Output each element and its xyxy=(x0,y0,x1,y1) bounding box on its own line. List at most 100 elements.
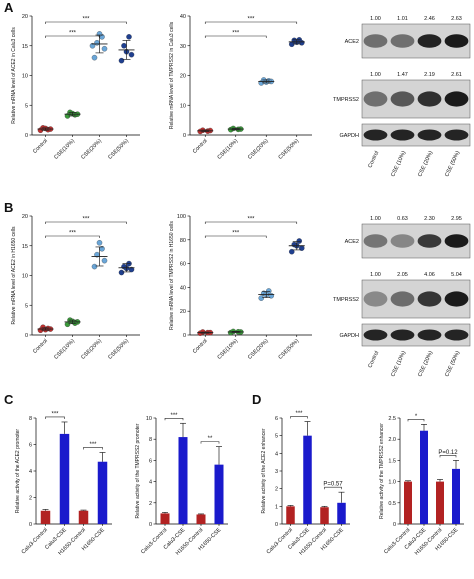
band xyxy=(363,34,388,48)
y-tick-label: 15 xyxy=(22,44,28,50)
panel-label: D xyxy=(252,392,261,407)
data-point xyxy=(121,43,127,49)
densitometry-value: 2.63 xyxy=(451,16,462,22)
bracket xyxy=(439,455,457,458)
y-tick-label: 80 xyxy=(180,238,186,244)
panel-label: A xyxy=(4,0,14,15)
band xyxy=(390,34,415,48)
bar xyxy=(40,510,51,524)
bar xyxy=(160,513,170,524)
y-tick-label: 2 xyxy=(29,496,32,502)
blot-background xyxy=(361,123,471,147)
y-axis-label: Relative mRNA level of TMPRSS2 in Calu3 … xyxy=(169,21,175,129)
bracket xyxy=(164,418,184,421)
band xyxy=(417,34,442,48)
significance: *** xyxy=(295,411,303,417)
band xyxy=(363,129,388,141)
y-axis-label: Relative mRNA level of TMPRSS2 in H1650 … xyxy=(169,221,175,330)
y-tick-label: 30 xyxy=(180,44,186,50)
band xyxy=(390,291,415,307)
densitometry-value: 2.61 xyxy=(451,72,462,78)
data-point xyxy=(296,238,302,244)
bar xyxy=(420,430,428,524)
y-tick-label: 0 xyxy=(149,522,152,528)
y-tick-label: 10 xyxy=(22,74,28,80)
x-tick-label: CSE(10%) xyxy=(53,138,76,161)
y-tick-label: 2.0 xyxy=(388,437,396,443)
bracket xyxy=(204,21,298,24)
data-point xyxy=(128,51,135,58)
x-tick-label: Calu3-Control xyxy=(266,527,294,555)
band xyxy=(390,329,415,341)
y-tick-label: 10 xyxy=(146,416,152,422)
lane-label: CSE (50%) xyxy=(444,350,461,378)
bracket xyxy=(204,221,298,224)
x-tick-label: Calu3-Control xyxy=(140,527,168,555)
data-point xyxy=(258,295,264,301)
bracket xyxy=(45,416,65,419)
y-tick-label: 0.5 xyxy=(388,501,396,507)
protein-label: GAPDH xyxy=(339,133,359,139)
band xyxy=(417,129,442,141)
densitometry-value: 2.46 xyxy=(424,16,435,22)
y-tick-label: 2 xyxy=(149,501,152,507)
significance: *** xyxy=(232,231,240,237)
significance: ** xyxy=(208,436,213,442)
y-tick-label: 0 xyxy=(275,522,278,528)
y-axis-label: Relative activity of the TMPRSS2 promote… xyxy=(135,423,141,518)
y-tick-label: 0 xyxy=(25,133,28,139)
bracket xyxy=(45,21,127,24)
y-tick-label: 8 xyxy=(149,437,152,443)
y-tick-label: 20 xyxy=(180,74,186,80)
y-tick-label: 2.5 xyxy=(388,416,396,422)
significance: *** xyxy=(82,17,90,23)
bar xyxy=(320,507,329,524)
x-tick-label: CSE(20%) xyxy=(247,138,270,161)
densitometry-value: 2.05 xyxy=(397,272,408,278)
data-point xyxy=(126,34,132,40)
x-tick-label: CSE(10%) xyxy=(217,138,240,161)
x-tick-label: Control xyxy=(32,338,49,355)
bar xyxy=(404,481,412,524)
bar xyxy=(97,461,108,524)
y-tick-label: 4 xyxy=(29,469,32,475)
x-tick-label: CSE(10%) xyxy=(53,338,76,361)
bar xyxy=(286,506,295,524)
y-axis-label: Relative activity of the TMPRSS2 enhance… xyxy=(379,423,385,519)
densitometry-value: 1.01 xyxy=(397,16,408,22)
band xyxy=(417,329,442,341)
y-tick-label: 40 xyxy=(180,285,186,291)
data-point xyxy=(288,248,295,255)
band xyxy=(417,234,442,248)
lane-label: CSE (10%) xyxy=(390,350,407,378)
bracket xyxy=(83,447,103,450)
lane-label: CSE (20%) xyxy=(417,150,434,178)
band xyxy=(417,91,442,107)
significance: *** xyxy=(170,413,178,419)
y-tick-label: 4 xyxy=(149,480,152,486)
y-tick-label: 5 xyxy=(25,303,28,309)
y-tick-label: 1.0 xyxy=(388,480,396,486)
bracket xyxy=(204,35,267,38)
y-axis-label: Relative activity of the ACE2 enhancer xyxy=(261,428,267,513)
bracket xyxy=(324,486,342,490)
bracket xyxy=(407,419,425,422)
significance: P=0.12 xyxy=(438,450,458,456)
protein-label: GAPDH xyxy=(339,333,359,339)
x-tick-label: Control xyxy=(32,138,49,155)
y-tick-label: 1 xyxy=(275,504,278,510)
bar xyxy=(303,435,312,524)
y-tick-label: 2 xyxy=(275,487,278,493)
densitometry-value: 1.00 xyxy=(370,216,381,222)
band xyxy=(444,129,469,141)
densitometry-value: 2.19 xyxy=(424,72,435,78)
densitometry-value: 1.00 xyxy=(370,16,381,22)
x-tick-label: CSE(20%) xyxy=(80,138,103,161)
densitometry-value: 4.06 xyxy=(424,272,435,278)
y-tick-label: 5 xyxy=(25,103,28,109)
bar xyxy=(196,514,206,524)
band xyxy=(417,291,442,307)
protein-label: ACE2 xyxy=(345,239,359,245)
panel-label: C xyxy=(4,392,14,407)
